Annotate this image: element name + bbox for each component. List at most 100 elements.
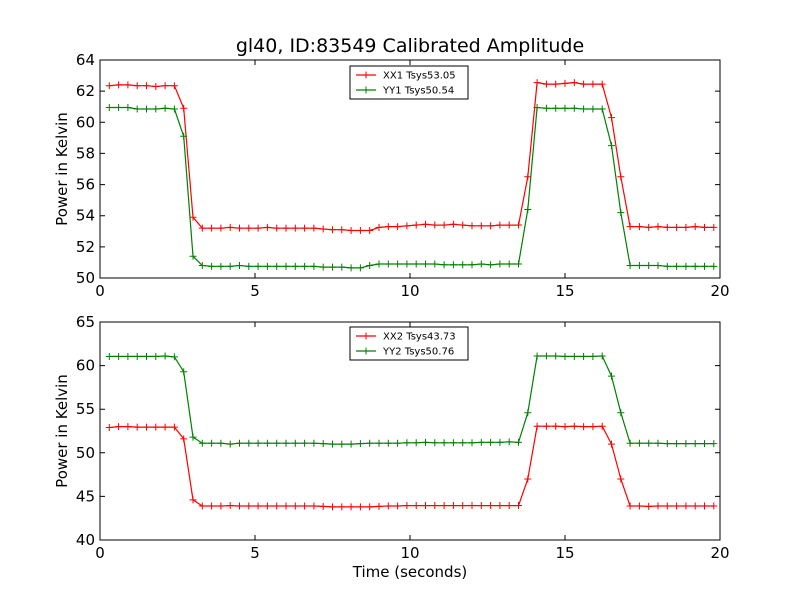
y-tick-label: 40: [76, 531, 95, 549]
data-point: [226, 440, 234, 448]
legend-entry: XX2 Tsys43.73: [356, 332, 456, 343]
data-point: [124, 352, 132, 360]
legend-marker: [362, 332, 370, 340]
data-point: [217, 224, 225, 232]
data-point: [208, 224, 216, 232]
data-point: [161, 423, 169, 431]
data-point: [459, 261, 467, 269]
data-point: [356, 503, 364, 511]
data-point: [533, 103, 541, 111]
data-point: [552, 80, 560, 88]
data-point: [496, 502, 504, 510]
y-tick-label: 65: [76, 313, 95, 331]
data-point: [487, 438, 495, 446]
data-point: [608, 440, 615, 448]
data-point: [682, 502, 690, 510]
data-point: [152, 352, 160, 360]
series-1-2: [105, 103, 718, 272]
data-point: [589, 105, 597, 113]
data-point: [291, 262, 299, 270]
data-point: [245, 439, 253, 447]
data-point: [673, 440, 681, 448]
y-tick-label: 54: [76, 207, 95, 225]
data-point: [505, 260, 513, 268]
data-point: [254, 224, 262, 232]
data-point: [124, 103, 132, 111]
data-point: [282, 439, 290, 447]
data-point: [189, 213, 197, 221]
data-point: [412, 502, 420, 510]
data-point: [654, 223, 662, 231]
data-point: [496, 438, 504, 446]
data-point: [403, 502, 411, 510]
data-point: [422, 502, 429, 510]
data-point: [338, 263, 346, 271]
y-tick-label: 62: [76, 82, 95, 100]
data-point: [663, 223, 671, 231]
data-point: [515, 438, 522, 446]
y-tick-label: 52: [76, 238, 95, 256]
legend-label: XX1 Tsys53.05: [383, 71, 456, 82]
data-point: [412, 221, 420, 229]
data-point: [431, 221, 439, 229]
data-point: [403, 222, 411, 230]
data-point: [291, 224, 299, 232]
data-point: [301, 439, 309, 447]
data-point: [161, 104, 169, 112]
data-point: [319, 225, 327, 233]
data-point: [533, 422, 541, 430]
y-tick-label: 60: [76, 357, 95, 375]
data-point: [152, 82, 160, 90]
data-point: [105, 82, 113, 90]
data-point: [598, 80, 606, 88]
data-point: [663, 440, 671, 448]
data-point: [282, 224, 290, 232]
data-point: [440, 221, 448, 229]
data-point: [645, 502, 653, 510]
x-tick-label: 10: [400, 282, 419, 300]
x-tick-label: 0: [95, 544, 105, 562]
data-point: [263, 223, 271, 231]
data-point: [449, 439, 457, 447]
data-point: [115, 423, 123, 431]
data-point: [682, 223, 690, 231]
data-point: [654, 502, 662, 510]
x-tick-label: 0: [95, 282, 105, 300]
data-point: [654, 262, 662, 270]
data-point: [226, 223, 234, 231]
data-point: [626, 223, 634, 231]
y-tick-label: 55: [76, 400, 95, 418]
data-point: [468, 222, 476, 230]
y-tick-label: 60: [76, 113, 95, 131]
data-point: [133, 105, 141, 113]
data-point: [589, 80, 597, 88]
data-point: [356, 440, 364, 448]
x-tick-label: 15: [555, 282, 574, 300]
top-subplot: 0 5 10 15 20 50 52 54 56 58 60 62 64 Power in Kelvin X…: [53, 51, 730, 300]
data-point: [459, 439, 467, 447]
data-point: [170, 105, 178, 113]
data-point: [394, 502, 402, 510]
legend-label: YY1 Tsys50.54: [382, 86, 454, 97]
data-point: [356, 227, 364, 235]
data-point: [570, 104, 578, 112]
data-point: [375, 502, 383, 510]
data-point: [291, 439, 299, 447]
legend-entry: XX1 Tsys53.05: [356, 71, 456, 82]
data-point: [384, 260, 392, 268]
data-point: [580, 80, 588, 88]
data-point: [301, 224, 309, 232]
data-point: [663, 502, 671, 510]
data-point: [487, 261, 495, 269]
data-point: [347, 264, 355, 272]
data-point: [217, 439, 225, 447]
data-point: [598, 422, 606, 430]
data-point: [217, 502, 225, 510]
data-point: [580, 352, 588, 360]
data-point: [310, 262, 318, 270]
data-point: [143, 352, 150, 360]
legend-label: YY2 Tsys50.76: [382, 347, 454, 358]
data-point: [291, 502, 299, 510]
